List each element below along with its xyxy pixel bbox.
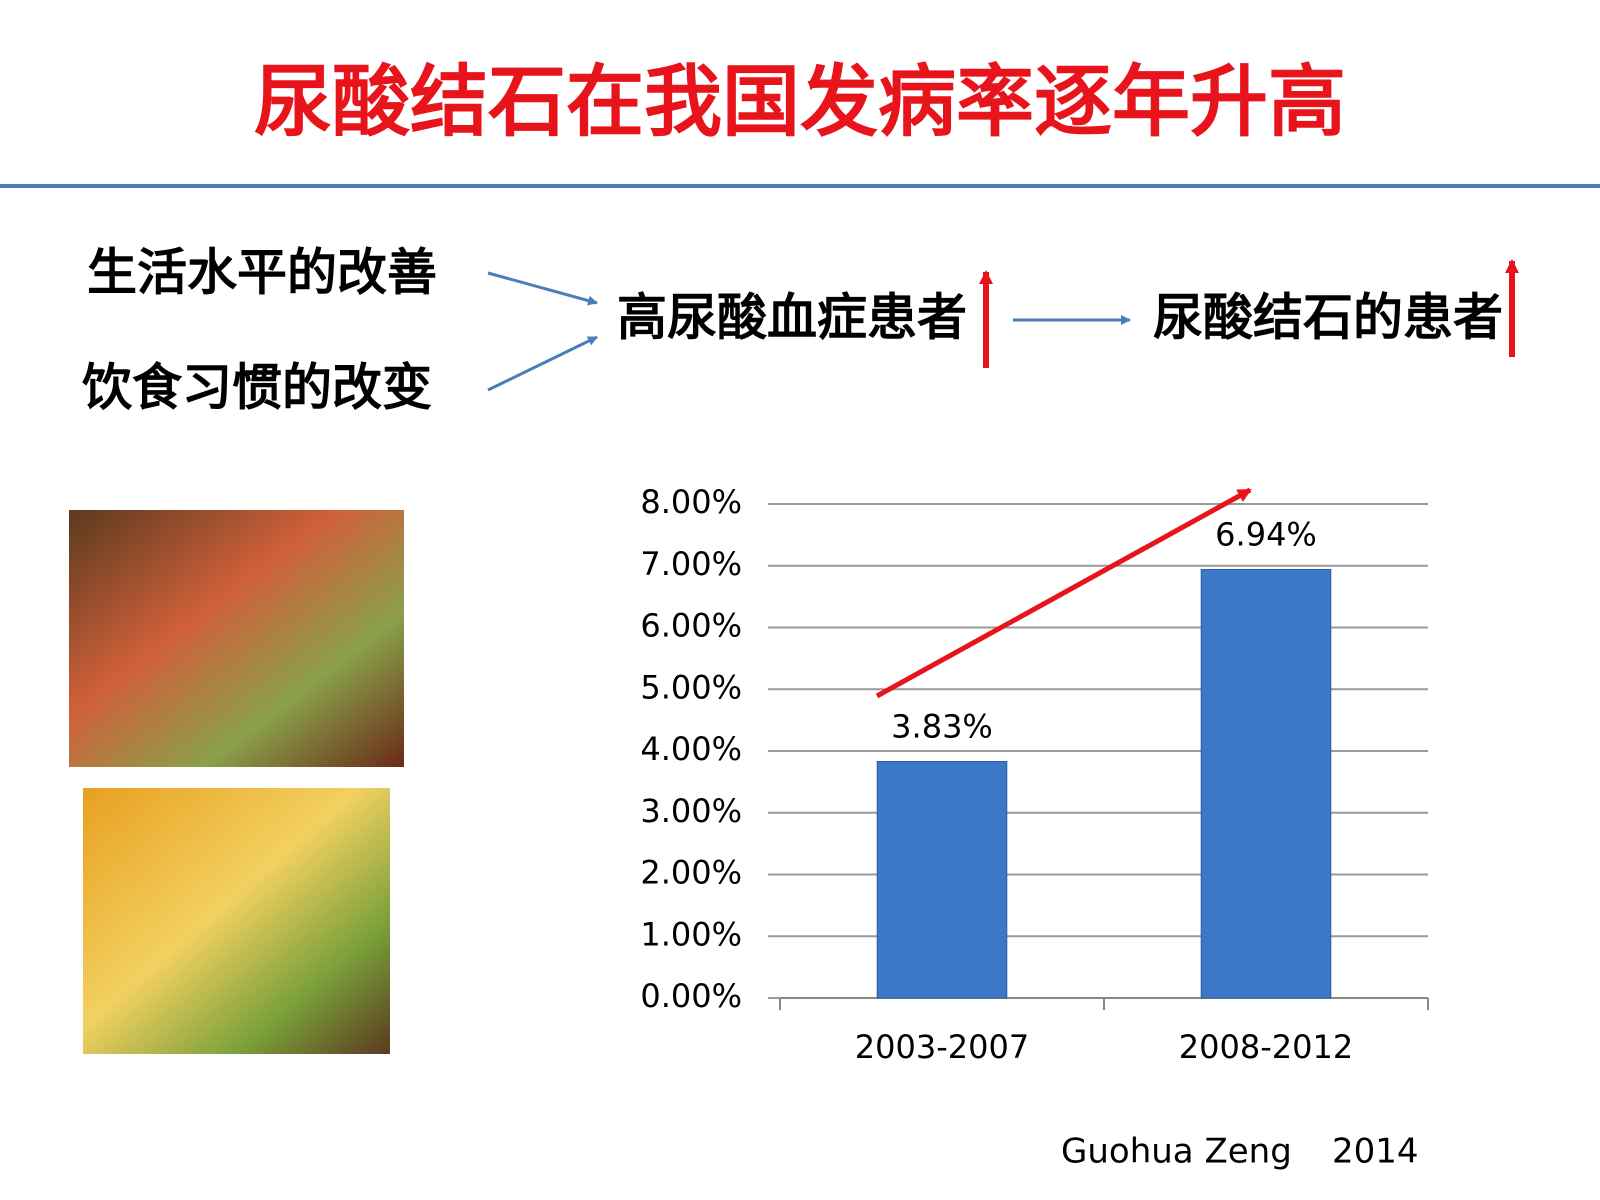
- value-label: 6.94%: [1215, 515, 1317, 553]
- bar-chart: 8.00% 7.00% 6.00% 5.00% 4.00% 3.00% 2.00% 1.00%…: [640, 483, 1429, 1066]
- y-tick-label: 5.00%: [640, 668, 742, 706]
- slide-title: 尿酸结石在我国发病率逐年升高: [254, 57, 1346, 147]
- beer-photo: [83, 788, 390, 1054]
- bar: [1200, 568, 1332, 999]
- y-tick-label: 2.00%: [640, 854, 742, 892]
- seafood-photo: [69, 510, 404, 767]
- bar: [876, 760, 1008, 999]
- y-tick-label: 3.00%: [640, 792, 742, 830]
- result-text: 尿酸结石的患者: [1153, 289, 1503, 347]
- cause-text: 生活水平的改善: [87, 244, 437, 302]
- x-tick-label: 2008-2012: [1179, 1028, 1353, 1066]
- y-tick-label: 4.00%: [640, 730, 742, 768]
- middle-text: 高尿酸血症患者: [617, 289, 967, 347]
- cause-text: 饮食习惯的改变: [82, 359, 432, 417]
- flow-arrow: [487, 271, 598, 306]
- y-tick-label: 0.00%: [640, 977, 742, 1015]
- trend-arrow: [875, 487, 1252, 699]
- flow-arrow: [487, 335, 598, 392]
- y-tick-label: 8.00%: [640, 483, 742, 521]
- footer-year: 2014: [1332, 1132, 1419, 1172]
- y-tick-label: 6.00%: [640, 607, 742, 645]
- value-label: 3.83%: [891, 707, 993, 745]
- y-tick-label: 7.00%: [640, 545, 742, 583]
- footer-author: Guohua Zeng: [1061, 1132, 1292, 1172]
- y-tick-label: 1.00%: [640, 915, 742, 953]
- x-tick-label: 2003-2007: [855, 1028, 1029, 1066]
